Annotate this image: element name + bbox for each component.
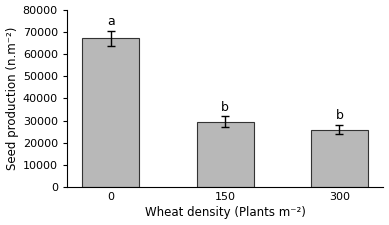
Bar	[82, 38, 139, 187]
Bar	[196, 122, 254, 187]
Text: b: b	[221, 101, 229, 114]
Text: b: b	[336, 110, 343, 122]
X-axis label: Wheat density (Plants m⁻²): Wheat density (Plants m⁻²)	[145, 207, 306, 219]
Bar	[311, 130, 368, 187]
Text: a: a	[107, 15, 115, 28]
Y-axis label: Seed production (n.m⁻²): Seed production (n.m⁻²)	[5, 27, 19, 170]
